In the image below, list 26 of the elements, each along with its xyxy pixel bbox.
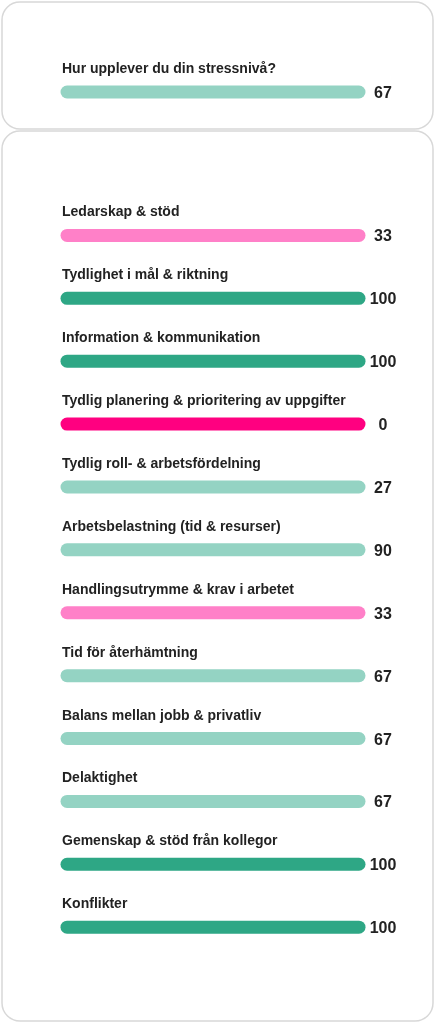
category-label: Balans mellan jobb & privatliv xyxy=(62,706,262,723)
category-label: Information & kommunikation xyxy=(62,329,261,346)
data-label: 0 xyxy=(378,416,388,434)
data-label: 67 xyxy=(374,667,392,685)
category-label: Delaktighet xyxy=(62,769,138,786)
data-label: 33 xyxy=(374,227,392,245)
data-label: 27 xyxy=(374,478,392,496)
data-label: 100 xyxy=(369,856,397,874)
data-label: 100 xyxy=(369,919,397,937)
data-label: 100 xyxy=(369,290,397,308)
data-label: 100 xyxy=(369,353,397,371)
category-label: Ledarskap & stöd xyxy=(62,203,180,220)
data-label: 67 xyxy=(374,730,392,748)
category-label: Handlingsutrymme & krav i arbetet xyxy=(62,580,295,597)
category-label: Gemenskap & stöd från kollegor xyxy=(62,832,279,849)
category-label: Tydlighet i mål & riktning xyxy=(62,266,229,283)
category-label: Tid för återhämtning xyxy=(62,643,198,660)
data-label: 67 xyxy=(374,84,392,101)
category-label: Konflikter xyxy=(62,895,128,912)
data-label: 33 xyxy=(374,604,392,622)
category-label: Hur upplever du din stressnivå? xyxy=(62,60,276,76)
category-label: Tydlig roll- & arbetsfördelning xyxy=(62,454,261,471)
category-label: Tydlig planering & prioritering av uppgifter xyxy=(62,392,347,409)
category-label: Arbetsbelastning (tid & resurser) xyxy=(62,517,281,534)
data-label: 90 xyxy=(374,541,392,559)
data-label: 67 xyxy=(374,793,392,811)
